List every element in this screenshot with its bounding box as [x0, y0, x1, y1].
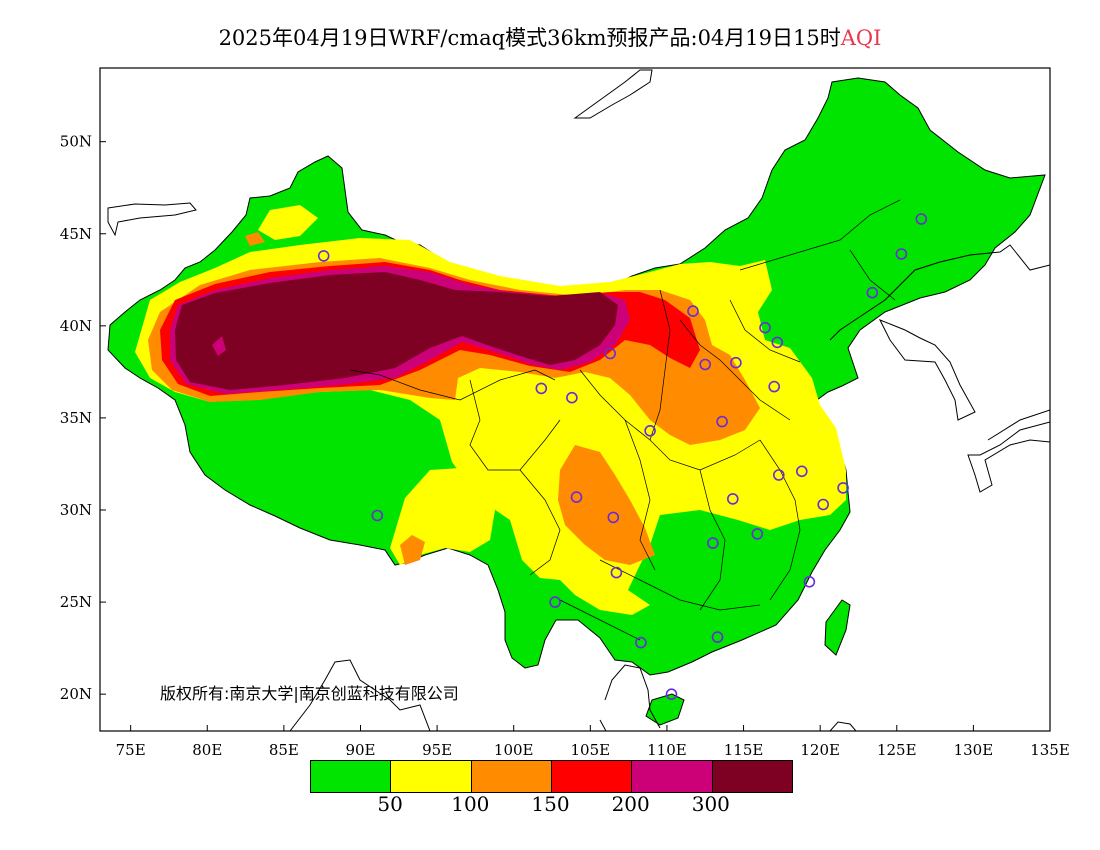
legend-label: 150 [531, 792, 570, 816]
lon-tick-label: 130E [954, 741, 994, 759]
lon-tick-label: 95E [422, 741, 452, 759]
lat-tick-label: 40N [60, 317, 92, 335]
aqi-region-orange-nw [245, 232, 265, 246]
province-borders [349, 199, 901, 641]
station-marker [687, 305, 699, 317]
lon-tick-label: 110E [647, 741, 687, 759]
map-title: 2025年04月19日WRF/cmaq模式36km预报产品:04月19日15时A… [0, 22, 1100, 52]
station-marker [772, 469, 785, 481]
lon-tick-label: 90E [345, 741, 375, 759]
lat-tick-label: 30N [60, 501, 92, 519]
station-marker [549, 596, 561, 608]
station-marker [730, 356, 742, 369]
legend-swatch [471, 761, 552, 792]
legend-label: 200 [611, 792, 650, 816]
station-marker [768, 380, 781, 393]
legend-label: 100 [451, 792, 490, 816]
station-marker [795, 465, 808, 478]
lon-tick-label: 135E [1030, 741, 1070, 759]
lon-tick-label: 120E [800, 741, 840, 759]
lon-tick-label: 75E [116, 741, 146, 759]
station-marker [535, 382, 548, 395]
lon-tick-label: 85E [269, 741, 299, 759]
aqi-region-orange-tibet [400, 535, 425, 565]
aqi-region-taiwan [824, 599, 851, 656]
station-marker [604, 347, 617, 360]
coastlines [107, 69, 1050, 731]
legend-swatch [551, 761, 633, 792]
lon-tick-label: 105E [571, 741, 611, 759]
station-marker [665, 688, 678, 701]
legend-swatch [311, 761, 392, 792]
station-marker [607, 511, 620, 524]
title-prefix: 2025年04月19日WRF/cmaq模式36km预报产品:04月19日15时 [218, 26, 841, 50]
aqi-region-orange-sichuan [558, 445, 655, 565]
map-layers [107, 69, 1050, 731]
station-marker [644, 424, 656, 437]
station-marker [317, 250, 330, 262]
aqi-region-magenta-spot [212, 336, 226, 356]
aqi-color-legend [310, 760, 793, 793]
station-marker [610, 566, 623, 579]
lon-tick-label: 115E [724, 741, 764, 759]
station-marker [837, 482, 849, 494]
lat-tick-label: 25N [60, 593, 92, 611]
station-marker [803, 575, 816, 588]
axis-ticks: 20N 25N 30N 35N 40N 45N 50N 75E 80E 85E 90E 95E 100E… [60, 133, 1070, 759]
station-marker [771, 336, 784, 349]
station-marker [707, 537, 719, 549]
station-marker [371, 509, 384, 522]
lat-tick-label: 35N [60, 409, 92, 427]
station-marker [759, 321, 771, 334]
legend-label: 300 [691, 792, 730, 816]
aqi-region-hainan [645, 693, 685, 726]
station-marker [895, 248, 908, 260]
legend-swatch [712, 761, 792, 792]
station-marker [566, 391, 578, 404]
copyright-note: 版权所有:南京大学|南京创蓝科技有限公司 [160, 684, 459, 703]
station-marker [716, 415, 728, 428]
lat-tick-label: 20N [60, 685, 92, 703]
station-marker [817, 498, 830, 511]
lon-tick-label: 125E [877, 741, 917, 759]
legend-swatch [391, 761, 472, 792]
station-marker [751, 528, 764, 540]
aqi-region-yellow-nw [258, 205, 318, 240]
station-marker [726, 493, 739, 505]
plot-frame [99, 67, 1051, 732]
lat-tick-label: 50N [60, 133, 92, 151]
station-marker [711, 631, 724, 643]
lat-tick-label: 45N [60, 225, 92, 243]
station-marker [699, 358, 712, 371]
legend-label: 50 [377, 792, 403, 816]
title-variable: AQI [840, 26, 882, 50]
city-stations [317, 213, 928, 701]
aqi-region-maroon [175, 272, 618, 390]
aqi-legend-labels: 50 100 150 200 300 [310, 792, 791, 818]
lon-tick-label: 100E [494, 741, 534, 759]
station-marker [570, 491, 583, 503]
station-marker [866, 286, 879, 299]
station-marker [915, 213, 928, 225]
lon-tick-label: 80E [192, 741, 222, 759]
station-marker [635, 636, 647, 649]
legend-swatch [632, 761, 713, 792]
